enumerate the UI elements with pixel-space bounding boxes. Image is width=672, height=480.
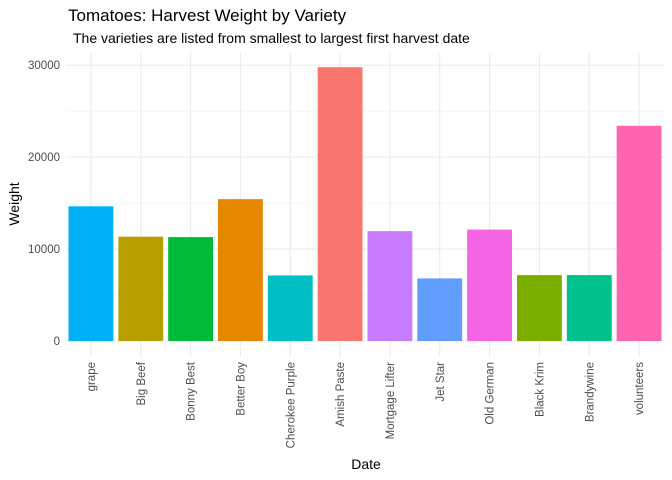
chart-subtitle: The varieties are listed from smallest t… — [73, 30, 470, 46]
y-tick-label: 30000 — [28, 60, 60, 72]
x-axis-title: Date — [351, 456, 381, 472]
x-axis-ticks: grape Big Beef Bonny Best Better Boy Cheroke… — [86, 361, 646, 448]
y-tick-label: 10000 — [28, 244, 60, 256]
bar — [367, 231, 413, 341]
bar — [118, 236, 164, 341]
x-tick-label: Cherokee Purple — [285, 362, 297, 448]
bar — [267, 275, 313, 341]
x-tick-label: Old German — [485, 362, 497, 425]
bar — [168, 237, 214, 341]
chart-title: Tomatoes: Harvest Weight by Variety — [68, 6, 347, 25]
x-tick-label: Bonny Best — [186, 361, 198, 421]
y-tick-label: 20000 — [28, 152, 60, 164]
x-tick-label: Jet Star — [435, 362, 447, 402]
bar — [467, 229, 513, 341]
x-tick-label: Brandywine — [584, 362, 596, 422]
x-tick-label: volunteers — [634, 362, 646, 415]
x-tick-label: Mortgage Lifter — [385, 362, 397, 440]
bar — [317, 67, 363, 341]
bar — [68, 206, 114, 341]
y-axis-title: Weight — [6, 182, 22, 225]
x-tick-label: Amish Paste — [335, 362, 347, 427]
x-tick-label: Big Beef — [136, 361, 148, 405]
x-tick-label: Better Boy — [235, 362, 247, 416]
bar — [616, 125, 662, 342]
bar — [417, 278, 463, 341]
bar — [566, 275, 612, 341]
bar — [516, 275, 562, 341]
x-tick-label: grape — [86, 362, 98, 391]
y-axis-ticks: 0 10000 20000 30000 — [28, 60, 60, 348]
y-tick-label: 0 — [54, 336, 60, 348]
x-tick-label: Black Krim — [534, 362, 546, 417]
bar — [217, 199, 263, 341]
bars — [68, 67, 662, 342]
